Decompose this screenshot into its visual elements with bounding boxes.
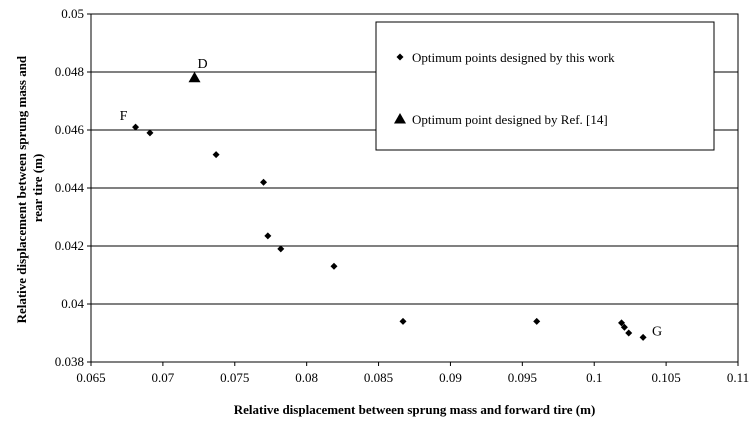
x-tick-label: 0.085 bbox=[364, 370, 393, 385]
diamond-point bbox=[146, 129, 154, 137]
legend-label: Optimum points designed by this work bbox=[412, 50, 615, 65]
legend-box bbox=[375, 21, 715, 151]
diamond-point bbox=[264, 232, 272, 240]
diamond-point bbox=[277, 245, 285, 253]
y-tick-label: 0.042 bbox=[55, 238, 84, 253]
y-tick-label: 0.046 bbox=[55, 122, 85, 137]
diamond-point bbox=[212, 151, 220, 159]
legend: Optimum points designed by this work Opti… bbox=[375, 21, 715, 151]
y-axis-ticks: 0.038 0.04 0.042 0.044 0.046 0.048 0.05 bbox=[55, 6, 91, 369]
diamond-point bbox=[399, 317, 407, 325]
x-axis-title: Relative displacement between sprung mas… bbox=[234, 402, 596, 417]
y-tick-label: 0.04 bbox=[61, 296, 84, 311]
y-tick-label: 0.044 bbox=[55, 180, 85, 195]
x-tick-label: 0.075 bbox=[220, 370, 249, 385]
y-axis-title-line-1: Relative displacement between sprung mas… bbox=[14, 55, 29, 323]
annotation-f: F bbox=[120, 109, 128, 124]
diamond-point bbox=[618, 319, 626, 327]
diamond-point bbox=[639, 333, 647, 341]
y-tick-label: 0.05 bbox=[61, 6, 84, 21]
annotation-d: D bbox=[197, 57, 207, 72]
legend-triangle-marker bbox=[394, 113, 406, 124]
y-tick-label: 0.048 bbox=[55, 64, 84, 79]
x-tick-label: 0.1 bbox=[586, 370, 602, 385]
point-annotations: F D G bbox=[120, 57, 662, 340]
x-tick-label: 0.08 bbox=[295, 370, 318, 385]
legend-label: Optimum point designed by Ref. [14] bbox=[412, 112, 608, 127]
x-tick-label: 0.07 bbox=[152, 370, 175, 385]
diamond-point bbox=[330, 262, 338, 270]
x-tick-label: 0.11 bbox=[727, 370, 749, 385]
diamond-point bbox=[132, 123, 140, 131]
triangle-point bbox=[188, 71, 201, 83]
y-tick-label: 0.038 bbox=[55, 354, 84, 369]
diamond-point bbox=[625, 329, 633, 337]
legend-diamond-marker bbox=[396, 53, 404, 61]
legend-item: Optimum points designed by this work bbox=[396, 50, 615, 65]
x-tick-label: 0.105 bbox=[651, 370, 680, 385]
data-points bbox=[132, 71, 647, 341]
diamond-point bbox=[533, 317, 541, 325]
y-axis-title: Relative displacement between sprung mas… bbox=[14, 53, 45, 324]
x-tick-label: 0.095 bbox=[508, 370, 537, 385]
x-tick-label: 0.065 bbox=[76, 370, 105, 385]
x-axis-ticks: 0.065 0.07 0.075 0.08 0.085 0.09 0.095 0.1 0.105… bbox=[76, 362, 749, 385]
y-axis-title-line-2: rear tire (m) bbox=[30, 154, 45, 223]
diamond-point bbox=[260, 178, 268, 186]
annotation-g: G bbox=[652, 324, 662, 339]
legend-item: Optimum point designed by Ref. [14] bbox=[394, 112, 608, 127]
diamond-point bbox=[620, 323, 628, 331]
x-tick-label: 0.09 bbox=[439, 370, 462, 385]
